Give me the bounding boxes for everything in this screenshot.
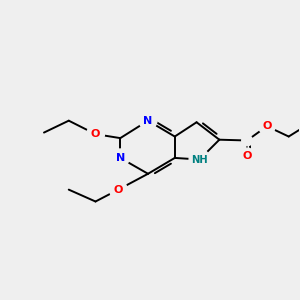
Circle shape — [242, 135, 252, 146]
Circle shape — [111, 149, 129, 167]
Circle shape — [259, 118, 275, 134]
Text: O: O — [91, 129, 100, 139]
Text: O: O — [242, 151, 252, 161]
Text: N: N — [143, 116, 153, 126]
Circle shape — [189, 149, 210, 170]
Circle shape — [87, 125, 104, 143]
Circle shape — [139, 112, 157, 130]
Circle shape — [110, 181, 127, 199]
Text: O: O — [262, 121, 272, 131]
Circle shape — [239, 148, 255, 165]
Text: O: O — [114, 184, 123, 195]
Text: NH: NH — [191, 154, 208, 164]
Text: N: N — [116, 153, 125, 163]
